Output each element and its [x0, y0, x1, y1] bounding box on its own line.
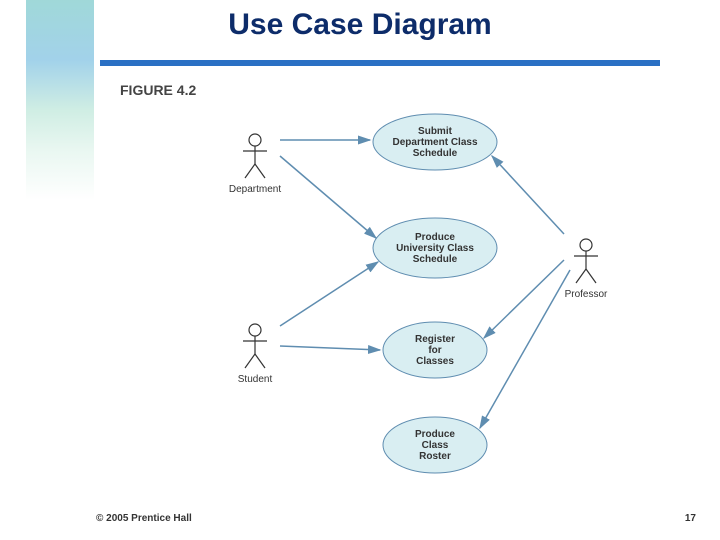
usecase-roster: ProduceClassRoster: [383, 417, 487, 473]
actor-department: Department: [229, 134, 281, 195]
usecase-produce-label-1: University Class: [396, 243, 474, 254]
edge-professor-roster: [480, 270, 570, 428]
actor-student-label: Student: [238, 374, 273, 385]
edges-group: [280, 140, 570, 428]
usecase-produce-label-2: Schedule: [413, 254, 458, 265]
usecase-submit-label-2: Schedule: [413, 148, 458, 159]
footer-copyright: © 2005 Prentice Hall: [96, 513, 192, 524]
usecase-roster-label-1: Class: [422, 440, 449, 451]
usecase-submit-label-1: Department Class: [392, 137, 477, 148]
usecase-produce-label-0: Produce: [415, 232, 455, 243]
actor-professor-label: Professor: [565, 289, 608, 300]
usecase-register: RegisterforClasses: [383, 322, 487, 378]
usecase-roster-label-0: Produce: [415, 429, 455, 440]
usecase-register-label-1: for: [428, 345, 441, 356]
use-case-diagram: SubmitDepartment ClassScheduleProduceUni…: [0, 0, 720, 540]
footer-page-number: 17: [685, 513, 696, 524]
edge-professor-register: [484, 260, 564, 338]
edge-department-produce: [280, 156, 376, 238]
usecase-submit-label-0: Submit: [418, 126, 453, 137]
edge-student-register: [280, 346, 380, 350]
edge-student-produce: [280, 262, 378, 326]
usecase-register-label-0: Register: [415, 334, 455, 345]
usecase-submit: SubmitDepartment ClassSchedule: [373, 114, 497, 170]
usecase-register-label-2: Classes: [416, 356, 454, 367]
usecase-produce: ProduceUniversity ClassSchedule: [373, 218, 497, 278]
usecase-roster-label-2: Roster: [419, 451, 451, 462]
actor-student: Student: [238, 324, 273, 385]
actor-professor: Professor: [565, 239, 608, 300]
usecases-group: SubmitDepartment ClassScheduleProduceUni…: [373, 114, 497, 473]
slide: Use Case Diagram FIGURE 4.2 SubmitDepart…: [0, 0, 720, 540]
actor-department-label: Department: [229, 184, 281, 195]
edge-professor-submit: [492, 156, 564, 234]
